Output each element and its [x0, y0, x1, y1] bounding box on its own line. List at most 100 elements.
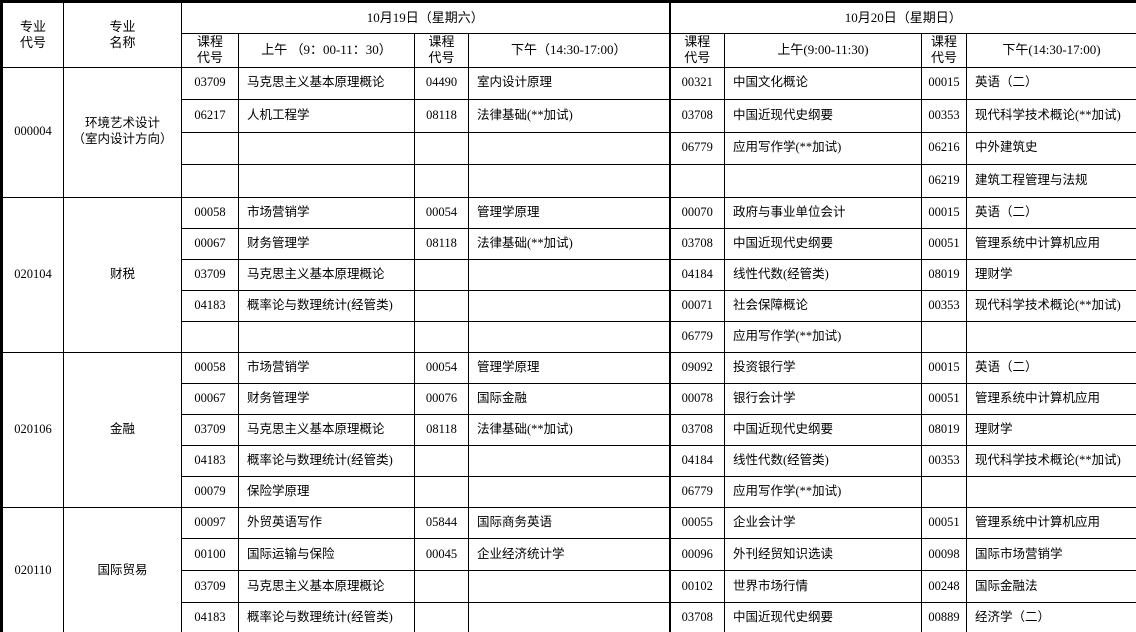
course-code-cell: 00100: [181, 538, 239, 571]
table-header-row-days: 专业 代号 专业 名称 10月19日（星期六） 10月20日（星期日）: [1, 1, 1136, 68]
course-code-cell: 00097: [181, 506, 239, 540]
course-code-cell: 00353: [921, 444, 968, 477]
course-name-cell: [238, 164, 415, 198]
course-name-cell: 市场营销学: [238, 196, 415, 229]
table-row: 03709 马克思主义基本原理概论 04184 线性代数(经管类) 08019 理财学: [2, 258, 1136, 291]
course-code-cell: 04183: [181, 444, 239, 477]
course-code-cell: 08019: [921, 413, 968, 446]
course-name-cell: 外刊经贸知识选读: [724, 538, 923, 571]
course-code-cell: 00045: [414, 538, 469, 571]
course-name-cell: 马克思主义基本原理概论: [238, 413, 415, 446]
course-name-cell: 英语（二）: [966, 66, 1136, 100]
course-name-cell: 法律基础(**加试): [467, 413, 671, 446]
course-code-cell: 00054: [414, 196, 469, 229]
col-header-major-name: 专业 名称: [63, 1, 182, 68]
col-header-course-code: 课程 代号: [921, 33, 968, 68]
course-name-cell: 财务管理学: [238, 382, 415, 415]
course-name-cell: 马克思主义基本原理概论: [238, 258, 415, 291]
course-code-cell: 06779: [668, 320, 726, 353]
course-code-cell: 00051: [921, 227, 968, 260]
course-name-cell: 概率论与数理统计(经管类): [238, 444, 415, 477]
course-name-cell: 国际金融: [467, 382, 671, 415]
course-name-cell: [467, 444, 671, 477]
course-name-cell: 现代科学技术概论(**加试): [966, 99, 1136, 133]
course-name-cell: 应用写作学(**加试): [724, 131, 923, 165]
course-name-cell: 外贸英语写作: [238, 506, 415, 540]
course-name-cell: 管理系统中计算机应用: [966, 506, 1136, 540]
table-row: 03709 马克思主义基本原理概论 08118 法律基础(**加试) 03708 中国近现…: [2, 413, 1136, 446]
course-name-cell: 概率论与数理统计(经管类): [238, 289, 415, 322]
course-code-cell: 00067: [181, 382, 239, 415]
course-code-cell: 00076: [414, 382, 469, 415]
course-code-cell: [921, 475, 968, 508]
course-code-cell: [414, 164, 469, 198]
course-code-cell: 00098: [921, 538, 968, 571]
course-code-cell: 00067: [181, 227, 239, 260]
major-code-cell: 020110: [1, 506, 64, 632]
course-code-cell: 00054: [414, 351, 469, 384]
col-header-sat-morning: 上午 （9：00-11：30）: [238, 33, 415, 68]
course-name-cell: [467, 258, 671, 291]
course-code-cell: 04183: [181, 601, 239, 632]
course-code-cell: 05844: [414, 506, 469, 540]
table-row: 020104 财税 00058 市场营销学 00054 管理学原理 00070 政府与事业单位…: [1, 196, 1136, 353]
course-code-cell: 04490: [414, 66, 469, 100]
col-header-course-code: 课程 代号: [414, 33, 469, 68]
table-row: 03709 马克思主义基本原理概论 00102 世界市场行情 00248 国际金融法: [2, 570, 1136, 603]
course-code-cell: [414, 320, 469, 353]
course-code-cell: 03708: [668, 99, 726, 133]
course-name-cell: 经济学（二）: [966, 601, 1136, 632]
course-code-cell: 00889: [921, 601, 968, 632]
course-name-cell: 马克思主义基本原理概论: [238, 66, 415, 100]
course-code-cell: 00353: [921, 289, 968, 322]
course-code-cell: [414, 131, 469, 165]
course-name-cell: 线性代数(经管类): [724, 258, 923, 291]
course-code-cell: 00058: [181, 351, 239, 384]
table-row: 04183 概率论与数理统计(经管类) 03708 中国近现代史纲要 00889 经济学（…: [2, 601, 1136, 632]
course-name-cell: 国际商务英语: [467, 506, 671, 540]
course-name-cell: 应用写作学(**加试): [724, 320, 923, 353]
col-header-course-code: 课程 代号: [668, 33, 726, 68]
col-header-course-code: 课程 代号: [181, 33, 239, 68]
course-name-cell: 中国近现代史纲要: [724, 227, 923, 260]
course-name-cell: 应用写作学(**加试): [724, 475, 923, 508]
course-name-cell: [724, 164, 923, 198]
course-name-cell: 理财学: [966, 258, 1136, 291]
course-name-cell: 马克思主义基本原理概论: [238, 570, 415, 603]
course-name-cell: 英语（二）: [966, 196, 1136, 229]
course-name-cell: 社会保障概论: [724, 289, 923, 322]
course-name-cell: 国际运输与保险: [238, 538, 415, 571]
course-code-cell: 00070: [668, 196, 726, 229]
course-name-cell: 概率论与数理统计(经管类): [238, 601, 415, 632]
course-name-cell: [467, 131, 671, 165]
course-name-cell: 管理学原理: [467, 196, 671, 229]
schedule-body: 000004 环境艺术设计 （室内设计方向） 03709 马克思主义基本原理概论 044…: [1, 66, 1136, 632]
course-name-cell: 中国文化概论: [724, 66, 923, 100]
course-name-cell: [467, 289, 671, 322]
table-header: 专业 代号 专业 名称 10月19日（星期六） 10月20日（星期日） 课程 代…: [1, 1, 1136, 68]
course-code-cell: [414, 444, 469, 477]
course-code-cell: 06217: [181, 99, 239, 133]
course-code-cell: 00321: [668, 66, 726, 100]
course-code-cell: 03709: [181, 258, 239, 291]
table-row: 020110 国际贸易 00097 外贸英语写作 05844 国际商务英语 00055 企业会…: [1, 506, 1136, 632]
table-row: 00067 财务管理学 00076 国际金融 00078 银行会计学 00051 管理系统中计…: [2, 382, 1136, 415]
course-name-cell: 人机工程学: [238, 99, 415, 133]
course-code-cell: 00055: [668, 506, 726, 540]
table-row: 06219 建筑工程管理与法规: [2, 164, 1136, 198]
course-name-cell: 企业会计学: [724, 506, 923, 540]
course-name-cell: [467, 320, 671, 353]
table-row: 04183 概率论与数理统计(经管类) 00071 社会保障概论 00353 现代科学技术…: [2, 289, 1136, 322]
course-code-cell: 03708: [668, 601, 726, 632]
course-name-cell: 英语（二）: [966, 351, 1136, 384]
course-name-cell: [966, 320, 1136, 353]
course-code-cell: [181, 320, 239, 353]
major-name-cell: 环境艺术设计 （室内设计方向）: [63, 66, 182, 198]
course-code-cell: 06219: [921, 164, 968, 198]
course-code-cell: 08019: [921, 258, 968, 291]
major-name-cell: 财税: [63, 196, 182, 353]
course-code-cell: 08118: [414, 227, 469, 260]
table-row: 04183 概率论与数理统计(经管类) 04184 线性代数(经管类) 00353 现代科…: [2, 444, 1136, 477]
course-code-cell: 03709: [181, 570, 239, 603]
course-name-cell: 政府与事业单位会计: [724, 196, 923, 229]
